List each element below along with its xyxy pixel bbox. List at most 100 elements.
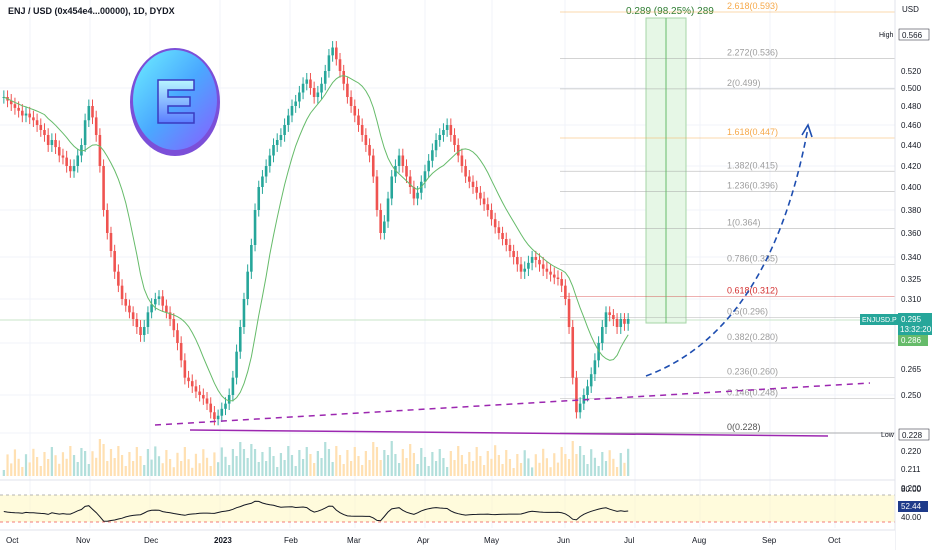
volume-bar [405,458,408,476]
candle [65,157,68,166]
candle [545,268,549,272]
price-axis-bg [895,0,932,550]
rsi-upper: 80.00 [901,485,922,494]
candle [176,330,179,343]
candle [379,210,382,233]
volume-bar [612,458,615,476]
volume-bar [409,444,412,476]
volume-bar [508,459,512,476]
candle [423,171,427,182]
candle [493,219,497,228]
volume-bar [117,446,120,476]
support-trendline[interactable] [189,429,829,437]
symbol-title[interactable]: ENJ / USD (0x454e4...00000), 1D, DYDX [8,6,175,16]
volume-bar [586,464,589,476]
volume-bar [283,460,286,476]
volume-bar [604,461,608,476]
volume-bar [287,446,290,476]
volume-bar [139,456,142,476]
volume-bar [619,453,622,476]
candle [13,104,17,108]
volume-bar [434,461,438,476]
projection-curve-arrow[interactable] [645,127,809,377]
candle [597,343,600,361]
candle [593,360,597,375]
candle [586,386,589,395]
candle [157,296,161,299]
volume-bar [420,448,423,476]
volume-bar [205,457,209,476]
dashed-trendline[interactable] [154,382,871,426]
fib-level-label: 1.236(0.396) [727,181,778,191]
candle [80,145,83,156]
candle [316,92,320,97]
candle [375,176,379,210]
volume-bar [482,465,486,476]
volume-bar [276,467,279,476]
volume-bar [335,446,338,476]
volume-bar [209,466,212,476]
price-tick: 0.200 [901,484,922,493]
candle [165,305,168,313]
volume-bar [523,450,526,476]
volume-bar [383,450,386,476]
volume-bar [401,449,404,476]
candle [549,271,552,275]
volume-bar [494,445,497,476]
candle [9,100,13,105]
candle [61,155,65,158]
time-axis[interactable]: Oct Nov Dec 2023 Feb Mar Apr May Jun Jul Aug Sep Oct [0,529,895,550]
countdown: 13:32:20 [900,325,932,334]
candle [516,257,519,265]
price-tick: 0.460 [901,121,922,130]
candle [394,166,397,177]
price-axis[interactable]: USD 0.520 0.500 0.480 0.460 0.440 0.420 0.400 0.… [860,0,932,550]
candle [479,192,482,199]
volume-bar [187,459,190,476]
candle [412,187,416,199]
volume-bar [106,461,109,476]
candle [69,166,72,172]
candle [154,299,157,305]
low-value-box [898,428,930,441]
candle [567,299,571,327]
volume-bar [479,456,482,476]
candle [220,408,224,416]
volume-bar [268,447,271,476]
candle [54,140,57,148]
rsi-value: 52.44 [901,502,922,511]
candle [438,135,442,140]
candle [434,140,438,151]
candle [124,299,128,306]
candle [530,257,534,263]
volume-bar [534,454,537,476]
candle [113,251,116,272]
volume-bar [582,455,585,476]
candle [187,377,190,382]
volume-bar [6,454,9,476]
volume-bar [301,459,305,476]
candle [57,147,61,156]
candle [32,117,35,121]
volume-bar [353,447,356,476]
volume-bar [161,463,164,476]
rsi-line [3,500,629,522]
volume-bar [567,459,571,476]
volume-bar [35,457,39,476]
volume-bar [50,447,53,476]
volume-bar [486,451,489,476]
candle [150,304,153,313]
candle [482,198,486,205]
candle [253,210,257,245]
volume-bar [438,449,441,476]
volume-bar [446,467,449,476]
candle [294,101,297,106]
volume-bar [549,467,552,476]
volume-bar [220,447,223,476]
volume-bar [571,441,574,476]
price-tick: 0.220 [901,447,922,456]
volume-bar [202,449,205,476]
volume-bar [545,458,548,476]
candle [35,120,39,125]
